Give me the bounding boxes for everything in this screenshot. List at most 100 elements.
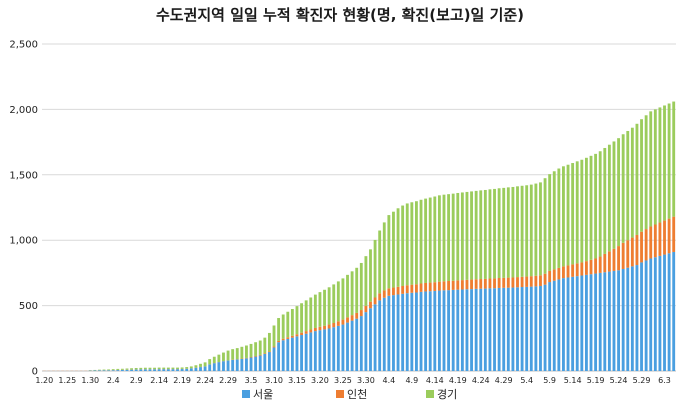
bar-segment-incheon bbox=[589, 259, 593, 275]
bar-segment-seoul bbox=[166, 369, 170, 371]
bar-segment-seoul bbox=[254, 356, 258, 371]
y-tick-label: 500 bbox=[19, 301, 38, 312]
bar-segment-gyeonggi bbox=[387, 215, 391, 289]
bar-segment-gyeonggi bbox=[309, 297, 313, 330]
chart-title: 수도권지역 일일 누적 확진자 현황(명, 확진(보고)일 기준) bbox=[156, 6, 524, 24]
bar-segment-gyeonggi bbox=[672, 101, 676, 217]
bar-segment-incheon bbox=[419, 283, 423, 292]
bar-segment-seoul bbox=[199, 367, 202, 371]
bar-segment-gyeonggi bbox=[208, 359, 212, 365]
bar-segment-gyeonggi bbox=[493, 188, 496, 279]
bar-segment-gyeonggi bbox=[249, 343, 253, 358]
bar-segment-seoul bbox=[240, 358, 244, 371]
bar-segment-gyeonggi bbox=[405, 203, 409, 286]
bar-segment-incheon bbox=[424, 282, 428, 292]
bar-segment-incheon bbox=[506, 277, 510, 288]
legend-swatch-gyeonggi bbox=[426, 390, 434, 398]
bar-segment-gyeonggi bbox=[502, 187, 506, 278]
bar-segment-gyeonggi bbox=[341, 278, 345, 320]
bar-segment-seoul bbox=[93, 370, 97, 371]
bar-segment-incheon bbox=[483, 278, 487, 289]
bar-segment-incheon bbox=[465, 279, 469, 290]
bar-segment-gyeonggi bbox=[511, 186, 515, 278]
bar-segment-seoul bbox=[603, 272, 607, 371]
bar-segment-seoul bbox=[364, 312, 368, 371]
grid-layer bbox=[42, 43, 676, 372]
bar-segment-seoul bbox=[116, 370, 120, 371]
x-tick-label: 3.20 bbox=[311, 376, 329, 385]
bar-segment-seoul bbox=[594, 273, 598, 371]
bar-segment-incheon bbox=[644, 229, 648, 261]
bar-segment-gyeonggi bbox=[98, 369, 101, 371]
bar-segment-incheon bbox=[502, 277, 506, 288]
bar-segment-seoul bbox=[589, 274, 593, 371]
bar-segment-incheon bbox=[488, 278, 492, 289]
bar-segment-gyeonggi bbox=[300, 303, 303, 333]
bar-segment-seoul bbox=[378, 300, 382, 371]
bar-segment-seoul bbox=[442, 290, 446, 371]
bar-segment-gyeonggi bbox=[649, 111, 653, 227]
bar-segment-seoul bbox=[125, 369, 129, 371]
bar-segment-seoul bbox=[290, 337, 294, 371]
bar-segment-gyeonggi bbox=[286, 311, 290, 338]
bar-segment-incheon bbox=[580, 262, 584, 276]
bar-segment-gyeonggi bbox=[185, 367, 189, 369]
bar-segment-seoul bbox=[281, 340, 285, 371]
bar-segment-incheon bbox=[254, 355, 258, 357]
bar-segment-gyeonggi bbox=[290, 309, 294, 336]
bar-segment-seoul bbox=[300, 335, 303, 371]
bar-segment-incheon bbox=[447, 281, 451, 291]
x-tick-label: 3.5 bbox=[245, 376, 258, 385]
bar-segment-incheon bbox=[277, 340, 281, 343]
bar-segment-gyeonggi bbox=[180, 367, 184, 369]
bar-segment-gyeonggi bbox=[364, 256, 368, 306]
bar-segment-seoul bbox=[465, 289, 469, 371]
legend-swatch-incheon bbox=[336, 390, 344, 398]
bar-segment-gyeonggi bbox=[428, 197, 432, 283]
bar-segment-seoul bbox=[456, 289, 460, 371]
bar-segment-seoul bbox=[483, 288, 487, 371]
bar-segment-gyeonggi bbox=[327, 287, 331, 325]
bar-segment-incheon bbox=[617, 246, 620, 271]
bar-segment-gyeonggi bbox=[231, 349, 235, 360]
bar-segment-gyeonggi bbox=[640, 119, 643, 232]
bar-segment-seoul bbox=[617, 270, 620, 371]
bar-segment-incheon bbox=[309, 329, 313, 333]
bar-segment-incheon bbox=[378, 293, 382, 301]
x-tick-label: 2.19 bbox=[173, 376, 191, 385]
bar-segment-seoul bbox=[626, 267, 630, 371]
bar-segment-seoul bbox=[336, 325, 340, 371]
bar-segment-gyeonggi bbox=[378, 230, 382, 294]
x-tick-label: 2.4 bbox=[107, 376, 120, 385]
bar-segment-incheon bbox=[539, 275, 542, 286]
bar-segment-seoul bbox=[612, 270, 616, 371]
bar-segment-gyeonggi bbox=[134, 367, 138, 370]
bar-segment-seoul bbox=[575, 276, 579, 371]
bar-segment-incheon bbox=[304, 331, 308, 334]
bar-segment-seoul bbox=[346, 322, 349, 371]
bar-segment-seoul bbox=[295, 336, 299, 371]
bar-segment-incheon bbox=[428, 282, 432, 292]
x-tick-label: 3.25 bbox=[334, 376, 352, 385]
bar-segment-gyeonggi bbox=[258, 340, 262, 355]
bar-segment-gyeonggi bbox=[557, 168, 561, 268]
bar-segment-gyeonggi bbox=[212, 356, 216, 364]
bar-segment-seoul bbox=[539, 285, 542, 371]
bar-segment-gyeonggi bbox=[107, 369, 111, 371]
x-tick-label: 3.30 bbox=[357, 376, 375, 385]
bar-segment-gyeonggi bbox=[598, 151, 602, 257]
bar-segment-incheon bbox=[387, 288, 391, 296]
legend: 서울 인천 경기 bbox=[242, 387, 457, 401]
x-tick-label: 1.20 bbox=[35, 376, 53, 385]
bar-segment-seoul bbox=[323, 329, 326, 371]
bar-segment-incheon bbox=[369, 301, 372, 309]
bar-segment-gyeonggi bbox=[336, 281, 340, 322]
bar-segment-gyeonggi bbox=[437, 195, 441, 282]
bar-segment-gyeonggi bbox=[401, 205, 405, 286]
bar-segment-incheon bbox=[497, 278, 501, 288]
bar-segment-seoul bbox=[327, 328, 331, 371]
bar-segment-seoul bbox=[130, 369, 134, 371]
bar-segment-gyeonggi bbox=[125, 368, 129, 370]
bar-segment-seoul bbox=[267, 352, 271, 371]
